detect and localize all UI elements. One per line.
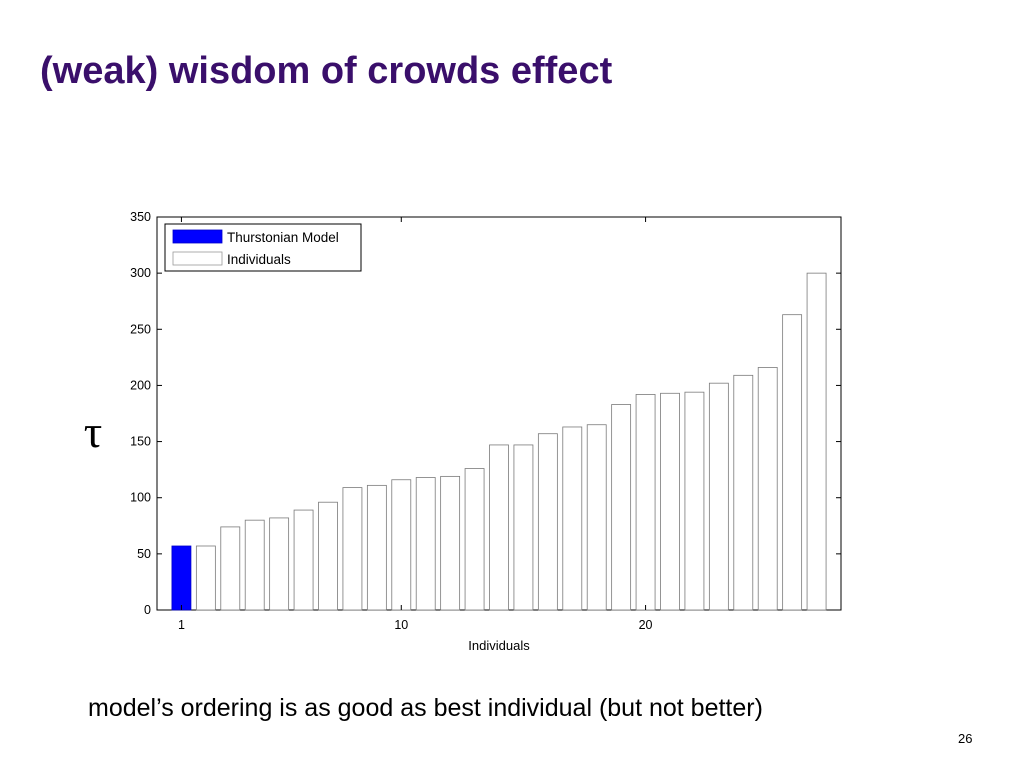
y-tick-label: 250 [130,322,151,336]
bar [342,487,363,611]
bar [660,392,680,611]
x-axis-label: Individuals [468,638,530,653]
y-tick-label: 100 [130,491,151,505]
bar [782,314,803,611]
legend-entry: Thurstonian Model [227,230,339,245]
bar [611,404,632,611]
y-tick-label: 350 [130,210,151,224]
bar [537,433,558,611]
bar [757,367,778,611]
bar [244,519,265,611]
bar [513,444,534,611]
bar [733,374,754,611]
bar [562,426,583,611]
x-tick-label: 10 [394,618,408,632]
bar [171,545,192,611]
bar [366,484,387,611]
bar [440,475,461,611]
legend-entry: Individuals [227,252,291,267]
legend-swatch [172,251,223,266]
y-tick-label: 50 [137,547,151,561]
y-axis: 0 50 100 150 200 250 300 350 [130,210,841,617]
y-tick-label: 150 [130,435,151,449]
page-number: 26 [958,731,973,746]
x-axis: 1 10 20 [178,217,653,632]
y-axis-label: τ [84,406,103,457]
slide-caption: model’s ordering is as good as best indi… [88,694,763,722]
bar [318,501,338,611]
bar [586,424,607,611]
bar [806,272,827,611]
bar [293,509,314,611]
legend-swatch [172,229,223,244]
y-tick-label: 0 [144,603,151,617]
bars [171,272,827,611]
y-tick-label: 300 [130,266,151,280]
bar [220,526,241,611]
bar [708,382,729,611]
bar [684,391,705,611]
bar [489,444,509,611]
x-tick-label: 20 [639,618,653,632]
slide-title: (weak) wisdom of crowds effect [40,50,613,92]
bar [415,477,436,611]
bar [391,479,412,611]
bar [269,517,290,611]
y-tick-label: 200 [130,378,151,392]
x-tick-label: 1 [178,618,185,632]
legend: Thurstonian Model Individuals [164,223,362,272]
bar [635,394,656,611]
bar [464,468,485,611]
bar [195,545,216,611]
